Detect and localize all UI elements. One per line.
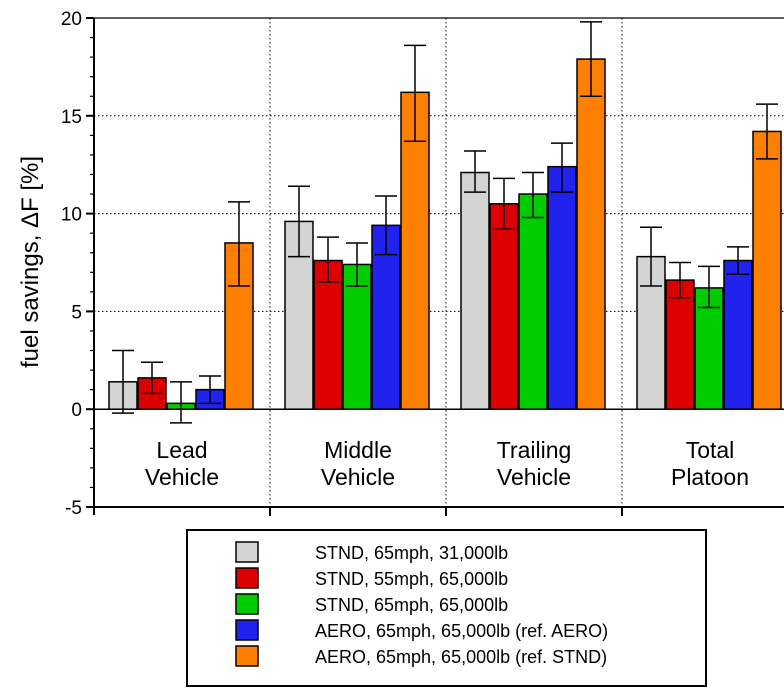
legend-entry-2: STND, 55mph, 65,000lb — [315, 569, 508, 589]
category-label-total: Total Platoon — [671, 437, 749, 490]
error-bar — [288, 185, 310, 258]
bar-4-trailing — [547, 165, 577, 410]
error-bar — [228, 201, 250, 287]
category-label-line1: Middle — [324, 437, 392, 463]
legend-swatch-2 — [235, 567, 259, 589]
legend-box — [186, 529, 707, 687]
category-label-line2: Platoon — [671, 464, 749, 490]
error-bar — [404, 44, 426, 142]
bar-5-total — [752, 130, 782, 410]
category-label-line2: Vehicle — [497, 464, 571, 490]
category-label-trailing: Trailing Vehicle — [497, 437, 572, 490]
y-tick-label: 0 — [71, 400, 82, 421]
y-tick-label: 15 — [61, 107, 82, 128]
bars — [108, 21, 782, 424]
error-bar — [199, 375, 221, 405]
y-tick-label: 20 — [61, 9, 82, 30]
error-bar — [317, 236, 339, 283]
bar-2-total — [665, 279, 695, 410]
category-label-line2: Vehicle — [321, 464, 395, 490]
legend-swatch-1 — [235, 541, 259, 563]
legend-swatch-5 — [235, 645, 259, 667]
y-tick-label: 10 — [61, 205, 82, 226]
error-bar — [727, 246, 749, 275]
category-label-line1: Total — [686, 437, 735, 463]
error-bar — [346, 242, 368, 287]
error-bar — [464, 150, 486, 193]
category-label-line2: Vehicle — [145, 464, 219, 490]
bar-1-trailing — [460, 171, 490, 410]
legend-entry-3: STND, 65mph, 65,000lb — [315, 595, 508, 615]
bar-2-trailing — [489, 203, 519, 410]
error-bar — [669, 261, 691, 299]
bar-3-middle — [342, 263, 372, 410]
error-bar — [170, 381, 192, 424]
error-bar — [112, 349, 134, 414]
legend-swatch-3 — [235, 593, 259, 615]
error-bar — [522, 171, 544, 219]
bar-2-middle — [313, 259, 343, 410]
category-label-line1: Trailing — [497, 437, 572, 463]
error-bar — [698, 265, 720, 309]
error-bar — [141, 361, 163, 395]
legend-swatch-4 — [235, 619, 259, 641]
legend-entry-5: AERO, 65mph, 65,000lb (ref. STND) — [315, 647, 607, 667]
category-label-lead: Lead Vehicle — [145, 437, 219, 490]
category-label-line1: Lead — [156, 437, 207, 463]
legend-entry-4: AERO, 65mph, 65,000lb (ref. AERO) — [315, 621, 608, 641]
y-tick-label: -5 — [65, 498, 82, 519]
legend: STND, 65mph, 31,000lb STND, 55mph, 65,000… — [186, 529, 707, 687]
legend-entry-1: STND, 65mph, 31,000lb — [315, 543, 508, 563]
error-bar — [375, 195, 397, 256]
y-axis-label: fuel savings, ΔF [%] — [17, 156, 44, 368]
bar-5-middle — [400, 91, 430, 410]
bar-3-trailing — [518, 193, 548, 410]
error-bar — [756, 103, 778, 160]
error-bar — [551, 142, 573, 193]
error-bar — [580, 21, 602, 97]
bar-5-lead — [224, 242, 254, 410]
bar-4-total — [723, 259, 753, 410]
y-tick-label: 5 — [71, 302, 82, 323]
bar-5-trailing — [576, 58, 606, 410]
error-bar — [493, 177, 515, 230]
category-label-middle: Middle Vehicle — [321, 437, 395, 490]
error-bar — [640, 226, 662, 287]
